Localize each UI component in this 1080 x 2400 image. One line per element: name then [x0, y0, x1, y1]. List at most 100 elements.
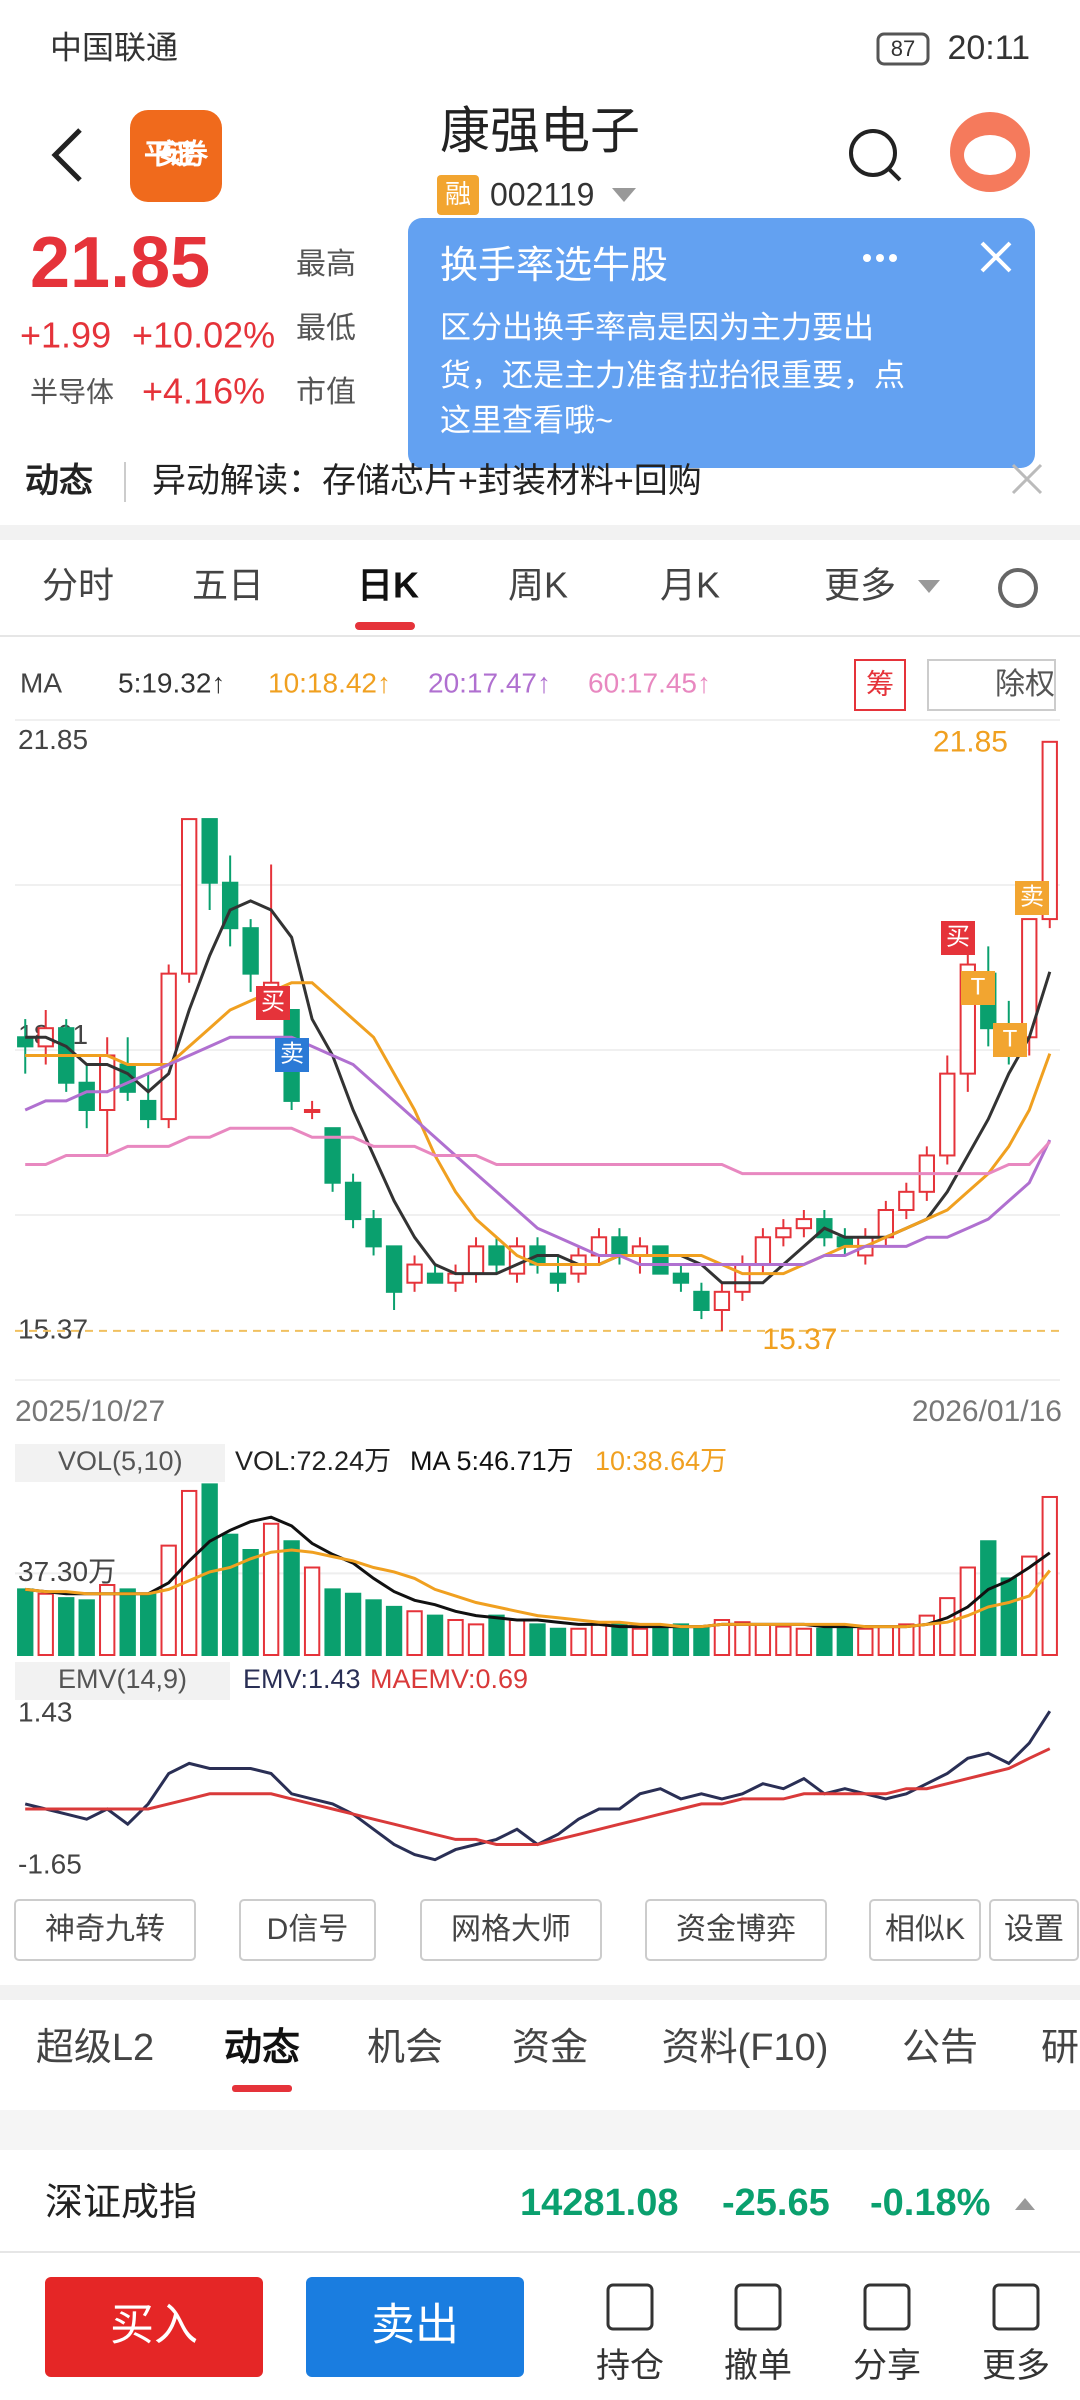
indicator-line [25, 981, 1052, 1276]
candle-body [693, 1290, 710, 1312]
emv-legend-item: MAEMV:0.69 [370, 1664, 528, 1694]
indicator-line [25, 1747, 1051, 1846]
date-start: 2025/10/27 [15, 1395, 165, 1428]
volume-bar [99, 1584, 116, 1656]
section-tab[interactable]: 超级L2 [36, 2027, 154, 2069]
logo[interactable] [130, 110, 222, 202]
candle-body [426, 1272, 444, 1284]
sell-button[interactable] [306, 2277, 524, 2377]
section-tab[interactable]: 研 [1041, 2027, 1079, 2069]
tool-button-text: 设置 [1004, 1913, 1064, 1946]
candle-body [754, 1236, 772, 1266]
volume-bar [303, 1566, 321, 1656]
adjust-button-bg[interactable] [927, 659, 1056, 711]
emv-legend-item: EMV:1.43 [243, 1664, 361, 1694]
search-icon[interactable] [849, 129, 897, 177]
action-icon[interactable] [992, 2283, 1040, 2331]
volume-bar [590, 1621, 608, 1656]
volume-bar [631, 1627, 649, 1656]
candle-body [877, 1209, 895, 1239]
candle-body [406, 1263, 423, 1284]
candle-body [365, 1218, 382, 1248]
tool-button[interactable] [239, 1899, 376, 1961]
buy-button[interactable] [45, 2277, 263, 2377]
section-tab[interactable]: 机会 [367, 2027, 443, 2069]
candle-body [385, 1245, 403, 1293]
tool-button-text: 神奇九转 [45, 1913, 165, 1946]
volume-bar [529, 1623, 546, 1656]
volume-bar [836, 1625, 854, 1656]
volume-bar [78, 1599, 95, 1656]
index-name: 深证成指 [45, 2182, 197, 2224]
period-tab[interactable]: 月K [660, 565, 720, 606]
margin-badge: 融 [445, 179, 471, 209]
section-tab[interactable]: 资料(F10) [662, 2027, 829, 2069]
chip-button-bg[interactable] [854, 659, 906, 711]
period-tab[interactable]: 日K [357, 565, 419, 606]
volume-bar [652, 1627, 669, 1656]
volume-bar [58, 1597, 75, 1656]
tool-button[interactable] [645, 1899, 827, 1961]
code-dropdown[interactable] [612, 188, 636, 202]
chip-button[interactable]: 筹 [866, 668, 894, 699]
section-tab[interactable]: 资金 [512, 2027, 588, 2069]
section-tab[interactable]: 公告 [902, 2027, 978, 2069]
tool-button[interactable] [869, 1899, 981, 1961]
period-tab[interactable]: 周K [508, 565, 568, 606]
volume-bar [344, 1592, 362, 1656]
settings-icon[interactable] [998, 568, 1038, 608]
candle-body [734, 1263, 751, 1293]
tool-button[interactable] [420, 1899, 602, 1961]
tip-popup[interactable] [408, 218, 1035, 468]
signal-tag [961, 971, 995, 1005]
clock: 20:11 [947, 29, 1030, 67]
sell-text: 卖出 [371, 2301, 459, 2350]
period-tab[interactable]: 更多 [824, 565, 896, 606]
candle-body [488, 1245, 505, 1266]
indicator-line [25, 899, 1052, 1285]
candle-body [78, 1081, 95, 1112]
volume-bar [180, 1489, 198, 1656]
volume-bar [160, 1544, 177, 1656]
high-label: 最高 [296, 248, 356, 281]
badge-bg [437, 175, 479, 215]
legend-box[interactable] [15, 1444, 225, 1482]
volume-bar [857, 1627, 874, 1656]
y-tick-label: 1.43 [18, 1696, 73, 1727]
tool-button[interactable] [14, 1899, 196, 1961]
volume-bar [611, 1623, 628, 1656]
ma-legend: MA [20, 667, 62, 698]
tool-button[interactable] [989, 1899, 1079, 1961]
low-marker: 15.37 [762, 1323, 837, 1356]
action-icon[interactable] [606, 2283, 654, 2331]
action-icon[interactable] [734, 2283, 782, 2331]
period-tab[interactable]: 分时 [42, 565, 114, 606]
action-label: 更多 [982, 2347, 1050, 2385]
indicator-line [25, 1548, 1051, 1629]
volume-bar [385, 1605, 403, 1656]
legend-box[interactable] [15, 1662, 230, 1700]
tip-close[interactable] [980, 241, 1012, 273]
volume-bar [467, 1623, 485, 1656]
volume-bar [877, 1625, 895, 1656]
section-tab[interactable]: 动态 [224, 2027, 300, 2069]
candle-body [467, 1245, 485, 1275]
battery: 87 [891, 36, 915, 61]
back-button[interactable] [51, 128, 82, 182]
news-close[interactable] [1011, 463, 1043, 495]
adjust-button[interactable]: 除权 [995, 668, 1055, 701]
candle-body [652, 1245, 669, 1275]
candle-body [898, 1190, 915, 1212]
index-change: -25.65 [722, 2182, 830, 2224]
candle-body [324, 1127, 341, 1184]
candle-body [795, 1218, 813, 1230]
news-text[interactable]: 异动解读：存储芯片+封装材料+回购 [152, 462, 702, 500]
volume-bar [672, 1623, 690, 1656]
tool-button-text: 网格大师 [451, 1913, 571, 1946]
signal-text: 卖 [280, 1040, 304, 1067]
emv-legend: EMV(14,9) [58, 1664, 187, 1694]
action-icon[interactable] [863, 2283, 911, 2331]
volume-bar [898, 1623, 915, 1656]
stock-name: 康强电子 [440, 103, 640, 159]
period-tab[interactable]: 五日 [192, 565, 264, 606]
